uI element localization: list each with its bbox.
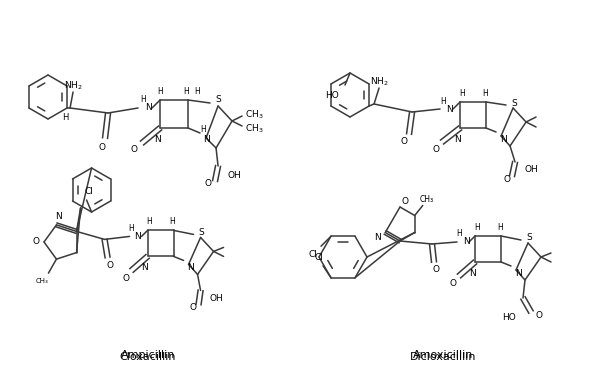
Text: H: H bbox=[194, 87, 200, 96]
Text: OH: OH bbox=[227, 172, 241, 181]
Text: O: O bbox=[401, 138, 408, 146]
Text: N: N bbox=[463, 238, 470, 246]
Text: Cl: Cl bbox=[309, 250, 317, 259]
Text: H: H bbox=[456, 230, 462, 238]
Text: H: H bbox=[482, 88, 488, 97]
Text: N: N bbox=[134, 232, 141, 241]
Text: H: H bbox=[497, 223, 503, 231]
Text: Dicloxacillin: Dicloxacillin bbox=[409, 352, 476, 362]
Text: NH$_2$: NH$_2$ bbox=[370, 76, 388, 88]
Text: N: N bbox=[203, 134, 209, 143]
Text: H: H bbox=[183, 87, 189, 96]
Text: O: O bbox=[130, 145, 137, 154]
Text: N: N bbox=[187, 263, 194, 272]
Text: Cloxacillin: Cloxacillin bbox=[120, 352, 176, 362]
Text: O: O bbox=[432, 146, 440, 154]
Text: NH$_2$: NH$_2$ bbox=[64, 80, 83, 92]
Text: N: N bbox=[445, 105, 453, 115]
Text: N: N bbox=[454, 134, 460, 143]
Text: O: O bbox=[106, 261, 113, 270]
Text: CH₃: CH₃ bbox=[419, 195, 434, 204]
Text: Cl: Cl bbox=[314, 253, 323, 262]
Text: H: H bbox=[440, 96, 446, 105]
Text: O: O bbox=[122, 274, 129, 283]
Text: H: H bbox=[459, 88, 465, 97]
Text: N: N bbox=[500, 134, 506, 143]
Text: N: N bbox=[514, 269, 522, 277]
Text: HO: HO bbox=[502, 314, 516, 323]
Text: N: N bbox=[374, 233, 381, 242]
Text: OH: OH bbox=[209, 294, 224, 303]
Text: N: N bbox=[153, 134, 160, 143]
Text: CH₃: CH₃ bbox=[36, 278, 49, 284]
Text: H: H bbox=[62, 114, 68, 123]
Text: H: H bbox=[140, 96, 146, 104]
Text: H: H bbox=[474, 223, 480, 231]
Text: Cl: Cl bbox=[84, 187, 93, 196]
Text: O: O bbox=[32, 238, 40, 246]
Text: H: H bbox=[200, 124, 206, 134]
Text: O: O bbox=[205, 180, 212, 188]
Text: N: N bbox=[468, 269, 476, 277]
Text: H: H bbox=[170, 217, 175, 226]
Text: CH$_3$: CH$_3$ bbox=[245, 123, 263, 135]
Text: O: O bbox=[450, 280, 457, 288]
Text: O: O bbox=[503, 176, 510, 184]
Text: O: O bbox=[189, 303, 196, 312]
Text: O: O bbox=[402, 197, 408, 207]
Text: S: S bbox=[511, 99, 517, 108]
Text: O: O bbox=[99, 142, 106, 151]
Text: OH: OH bbox=[524, 165, 538, 174]
Text: H: H bbox=[157, 87, 163, 96]
Text: O: O bbox=[432, 265, 440, 274]
Text: Ampicillin: Ampicillin bbox=[121, 350, 175, 360]
Text: S: S bbox=[215, 96, 221, 104]
Text: S: S bbox=[199, 228, 205, 237]
Text: CH$_3$: CH$_3$ bbox=[245, 109, 263, 121]
Text: HO: HO bbox=[325, 91, 339, 100]
Text: N: N bbox=[141, 263, 148, 272]
Text: O: O bbox=[536, 311, 542, 320]
Text: S: S bbox=[526, 234, 532, 242]
Text: N: N bbox=[55, 212, 62, 222]
Text: Amoxicillin: Amoxicillin bbox=[413, 350, 473, 360]
Text: H: H bbox=[147, 217, 152, 226]
Text: N: N bbox=[145, 104, 152, 112]
Text: H: H bbox=[129, 224, 135, 233]
